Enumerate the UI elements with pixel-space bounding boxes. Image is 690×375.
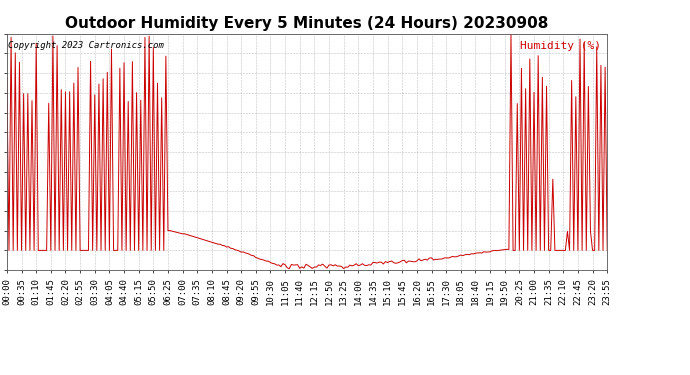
Text: Humidity (%): Humidity (%) [520,41,601,51]
Text: Copyright 2023 Cartronics.com: Copyright 2023 Cartronics.com [8,41,164,50]
Title: Outdoor Humidity Every 5 Minutes (24 Hours) 20230908: Outdoor Humidity Every 5 Minutes (24 Hou… [66,16,549,31]
